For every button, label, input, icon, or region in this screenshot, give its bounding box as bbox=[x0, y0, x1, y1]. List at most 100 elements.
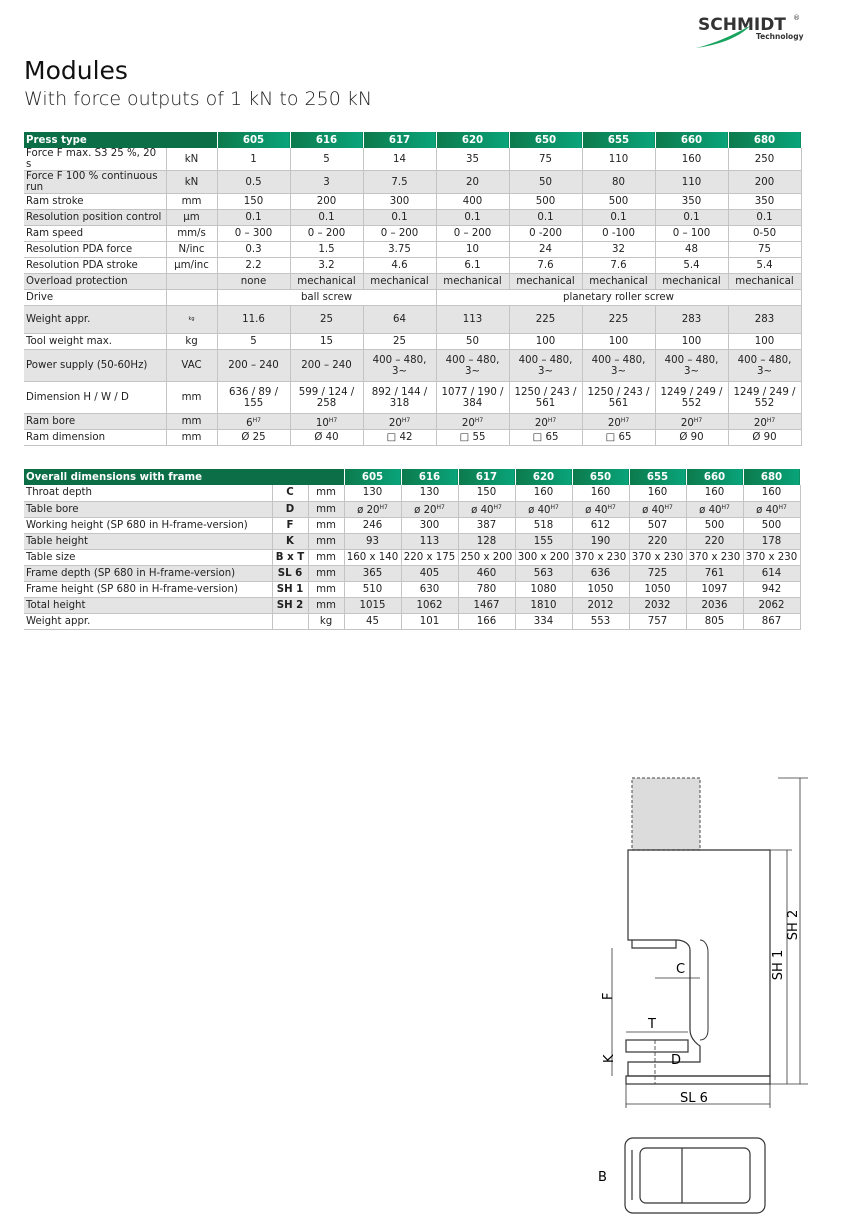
label-t: T bbox=[647, 1017, 656, 1032]
row-unit: kg bbox=[166, 305, 218, 334]
value-cell: 4.6 bbox=[363, 257, 437, 274]
value-cell: 300 bbox=[363, 193, 437, 210]
header-cell: 650 bbox=[572, 469, 630, 485]
value-cell: 1 bbox=[217, 148, 291, 171]
value-cell: Ø 40 bbox=[290, 429, 364, 446]
value-cell: 1015 bbox=[344, 597, 402, 614]
value-cell: 0 -200 bbox=[509, 225, 583, 242]
value-cell: 178 bbox=[743, 533, 801, 550]
row-label: Table size bbox=[24, 549, 273, 566]
cell-superscript: H7 bbox=[664, 504, 673, 511]
value-cell: 150 bbox=[217, 193, 291, 210]
value-cell: 110 bbox=[655, 170, 729, 194]
row-label: Weight appr. bbox=[24, 305, 167, 334]
row-unit: µm/inc bbox=[166, 257, 218, 274]
value-cell: 867 bbox=[743, 613, 801, 630]
value-cell: 510 bbox=[344, 581, 402, 598]
value-cell: 0.1 bbox=[363, 209, 437, 226]
header-cell: Press type bbox=[24, 132, 218, 148]
value-cell: 200 bbox=[728, 170, 802, 194]
value-cell: 7.6 bbox=[582, 257, 656, 274]
logo-sub: Technology bbox=[756, 32, 804, 41]
value-cell: 2032 bbox=[629, 597, 687, 614]
value-cell: 757 bbox=[629, 613, 687, 630]
value-cell: 150 bbox=[458, 485, 516, 502]
value-cell: 300 bbox=[401, 517, 459, 534]
value-cell: 780 bbox=[458, 581, 516, 598]
cell-text: ø 40 bbox=[471, 505, 494, 516]
header-cell: 605 bbox=[344, 469, 402, 485]
row-unit: mm bbox=[308, 517, 345, 534]
value-cell: 20H7 bbox=[509, 413, 583, 430]
value-cell: ø 40H7 bbox=[743, 501, 801, 518]
table-row: Resolution PDA force N/inc 0.3 1.5 3.75 10 24 3… bbox=[24, 241, 802, 258]
table-row: Ram dimension mm Ø 25 Ø 40 □ 42 □ 55 □ 65 □ 65 Ø… bbox=[24, 429, 802, 446]
value-cell: mechanical bbox=[582, 273, 656, 290]
header-cell: 680 bbox=[743, 469, 801, 485]
value-cell: 160 bbox=[515, 485, 573, 502]
value-cell: 892 / 144 / 318 bbox=[363, 381, 437, 414]
cell-text: 20 bbox=[680, 417, 694, 429]
value-cell: 64 bbox=[363, 305, 437, 334]
value-cell: 283 bbox=[728, 305, 802, 334]
value-cell: 130 bbox=[401, 485, 459, 502]
value-cell: 0.1 bbox=[728, 209, 802, 226]
value-cell: 0 – 200 bbox=[290, 225, 364, 242]
value-cell: 0 – 200 bbox=[363, 225, 437, 242]
row-symbol: C bbox=[272, 485, 309, 502]
label-sl6: SL 6 bbox=[680, 1091, 708, 1106]
row-unit: kN bbox=[166, 148, 218, 171]
label-c: C bbox=[676, 962, 685, 977]
row-unit: mm bbox=[308, 549, 345, 566]
value-cell: 3.75 bbox=[363, 241, 437, 258]
table-row: Frame depth (SP 680 in H-frame-version) S… bbox=[24, 565, 801, 582]
value-cell: 725 bbox=[629, 565, 687, 582]
cell-superscript: H7 bbox=[379, 504, 388, 511]
value-cell: 761 bbox=[686, 565, 744, 582]
value-cell: 630 bbox=[401, 581, 459, 598]
value-cell: 1250 / 243 / 561 bbox=[509, 381, 583, 414]
value-cell: mechanical bbox=[655, 273, 729, 290]
row-label: Frame height (SP 680 in H-frame-version) bbox=[24, 581, 273, 598]
cell-superscript: H7 bbox=[252, 416, 261, 424]
logo-reg: ® bbox=[793, 14, 800, 22]
cell-superscript: H7 bbox=[436, 504, 445, 511]
value-cell: 460 bbox=[458, 565, 516, 582]
value-cell: 6H7 bbox=[217, 413, 291, 430]
value-cell: 405 bbox=[401, 565, 459, 582]
table-row: Tool weight max. kg 5 15 25 50 100 100 100 100 bbox=[24, 333, 802, 350]
label-sh2: SH 2 bbox=[786, 910, 801, 940]
cell-text: ø 40 bbox=[585, 505, 608, 516]
value-cell: planetary roller screw bbox=[436, 289, 802, 306]
header-row: Overall dimensions with frame 605 616 617 62… bbox=[24, 469, 801, 485]
value-cell: 75 bbox=[728, 241, 802, 258]
value-cell: 1050 bbox=[629, 581, 687, 598]
table-row: Weight appr. kg 45 101 166 334 553 757 805 867 bbox=[24, 613, 801, 630]
value-cell: 636 bbox=[572, 565, 630, 582]
logo: SCHMIDT ® Technology bbox=[696, 14, 804, 48]
row-symbol: SL 6 bbox=[272, 565, 309, 582]
label-b: B bbox=[598, 1170, 607, 1185]
row-label: Ram bore bbox=[24, 413, 167, 430]
value-cell: 200 bbox=[290, 193, 364, 210]
value-cell: 14 bbox=[363, 148, 437, 171]
value-cell: 80 bbox=[582, 170, 656, 194]
header-cell: 617 bbox=[458, 469, 516, 485]
value-cell: 400 – 480, 3~ bbox=[363, 349, 437, 382]
label-k: K bbox=[602, 1054, 617, 1063]
value-cell: 1062 bbox=[401, 597, 459, 614]
subtitle: With force outputs of 1 kN to 250 kN bbox=[24, 88, 373, 110]
row-symbol: D bbox=[272, 501, 309, 518]
value-cell: mechanical bbox=[363, 273, 437, 290]
row-unit: mm bbox=[166, 381, 218, 414]
table-row: Power supply (50-60Hz) VAC 200 – 240 200 – … bbox=[24, 349, 802, 382]
value-cell: 387 bbox=[458, 517, 516, 534]
value-cell: 20H7 bbox=[363, 413, 437, 430]
row-unit: kN bbox=[166, 170, 218, 194]
row-label: Dimension H / W / D bbox=[24, 381, 167, 414]
cell-text: 10 bbox=[315, 417, 329, 429]
value-cell: 101 bbox=[401, 613, 459, 630]
table-row: Force F max. S3 25 %, 20 s kN 1 5 14 35 75 110 1… bbox=[24, 148, 802, 171]
value-cell: 160 bbox=[655, 148, 729, 171]
